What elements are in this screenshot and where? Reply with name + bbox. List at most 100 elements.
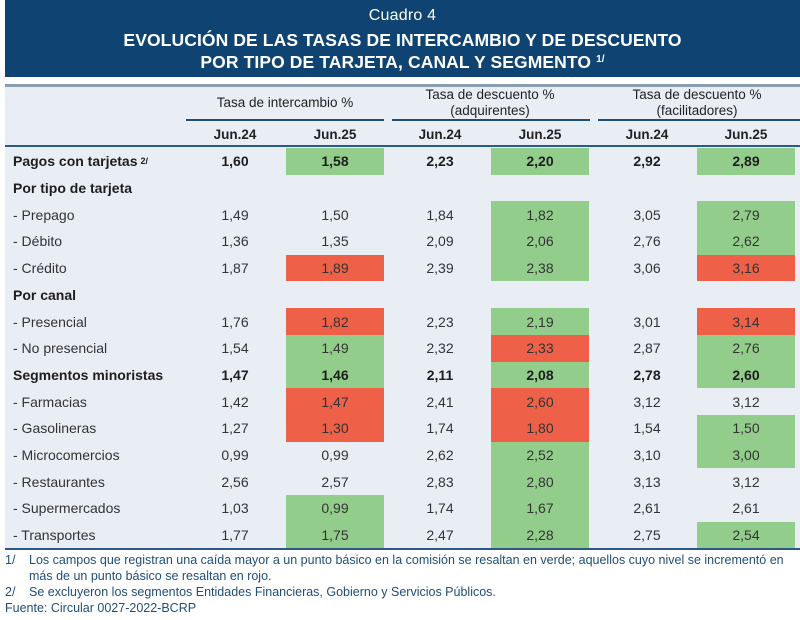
footnote-2-number: 2/ bbox=[5, 585, 16, 599]
cell-intercambio-jun25: 1,58 bbox=[286, 148, 384, 175]
table-row: - Transportes 1,77 1,75 2,47 2,28 2,75 2,54 bbox=[5, 521, 800, 549]
cell-facilitadores-jun25: 2,61 bbox=[732, 500, 760, 517]
cell-intercambio-jun24: 1,54 bbox=[221, 340, 249, 357]
row-label: - Transportes bbox=[13, 522, 95, 549]
title-footnote-marker: 1/ bbox=[596, 54, 605, 65]
cell-adquirentes-jun25: 2,80 bbox=[491, 468, 589, 496]
cell-adquirentes-jun24: 2,11 bbox=[426, 366, 454, 383]
col-header-intercambio-jun24: Jun.24 bbox=[213, 127, 257, 142]
footnote-1-text: Los campos que registran una caída mayor… bbox=[29, 553, 784, 583]
section-header-row: Por canal bbox=[5, 282, 800, 309]
cell-facilitadores-jun24: 2,76 bbox=[633, 233, 661, 250]
cell-facilitadores-jun24: 3,05 bbox=[633, 206, 661, 223]
row-label: - Prepago bbox=[13, 201, 74, 228]
cell-adquirentes-jun25: 2,19 bbox=[491, 308, 589, 335]
table-row: - Crédito 1,87 1,89 2,39 2,38 3,06 3,16 bbox=[5, 254, 800, 282]
row-label-text: - Presencial bbox=[13, 313, 87, 330]
cell-adquirentes-jun25: 1,82 bbox=[491, 201, 589, 229]
cell-intercambio-jun25: 1,47 bbox=[286, 388, 384, 415]
cell-intercambio-jun24: 1,60 bbox=[221, 153, 249, 170]
cell-facilitadores-jun25: 3,12 bbox=[732, 393, 760, 410]
group-rule-intercambio bbox=[186, 119, 384, 121]
cell-facilitadores-jun25: 2,79 bbox=[697, 201, 795, 229]
cell-facilitadores-jun25: 2,54 bbox=[697, 521, 795, 549]
row-label-text: Por tipo de tarjeta bbox=[13, 180, 133, 197]
row-label: - Farmacias bbox=[13, 388, 87, 415]
cell-adquirentes-jun25: 2,33 bbox=[491, 334, 589, 362]
table-row: - Presencial 1,76 1,82 2,23 2,19 3,01 3,14 bbox=[5, 308, 800, 335]
group-header-adquirentes: Tasa de descuento % (adquirentes) bbox=[390, 87, 590, 119]
table-row: - Gasolineras 1,27 1,30 1,74 1,80 1,54 1,50 bbox=[5, 415, 800, 442]
table-row: - No presencial 1,54 1,49 2,32 2,33 2,87 2,76 bbox=[5, 334, 800, 362]
footnotes: 1/ Los campos que registran una caída ma… bbox=[5, 552, 800, 616]
row-label-text: - Gasolineras bbox=[13, 420, 97, 437]
table-title-banner: Cuadro 4 EVOLUCIÓN DE LAS TASAS DE INTER… bbox=[5, 0, 800, 77]
row-label-text: - Supermercados bbox=[13, 500, 121, 517]
row-label: - Presencial bbox=[13, 308, 87, 335]
section-label: Por tipo de tarjeta bbox=[13, 175, 132, 202]
cell-facilitadores-jun25: 1,50 bbox=[697, 415, 795, 442]
cell-adquirentes-jun25: 2,60 bbox=[491, 388, 589, 415]
row-label-text: - Débito bbox=[13, 233, 63, 250]
cell-adquirentes-jun24: 2,62 bbox=[426, 447, 454, 464]
cell-facilitadores-jun25: 3,14 bbox=[697, 308, 795, 335]
group-header-adquirentes-line2: (adquirentes) bbox=[450, 103, 530, 118]
section-header-row: Por tipo de tarjeta bbox=[5, 175, 800, 202]
col-header-facilitadores-jun25: Jun.25 bbox=[724, 127, 768, 142]
cell-intercambio-jun24: 1,36 bbox=[221, 233, 249, 250]
table-bottom-rule bbox=[5, 548, 800, 550]
table-row: Segmentos minoristas 1,47 1,46 2,11 2,08 2,78… bbox=[5, 361, 800, 389]
cell-intercambio-jun25: 0,99 bbox=[286, 495, 384, 522]
group-header-facilitadores-line2: (facilitadores) bbox=[656, 103, 738, 118]
row-label: Segmentos minoristas bbox=[13, 362, 163, 389]
cell-adquirentes-jun24: 2,39 bbox=[426, 260, 454, 277]
cell-intercambio-jun24: 0,99 bbox=[221, 447, 249, 464]
section-label: Por canal bbox=[13, 282, 76, 309]
cell-intercambio-jun25: 2,57 bbox=[321, 473, 349, 490]
row-label: - Supermercados bbox=[13, 495, 120, 522]
table-top-rule bbox=[5, 84, 800, 87]
cell-intercambio-jun25: 1,89 bbox=[286, 254, 384, 282]
cell-facilitadores-jun25: 3,00 bbox=[697, 441, 795, 469]
cell-facilitadores-jun24: 3,01 bbox=[633, 313, 661, 330]
cell-facilitadores-jun24: 2,92 bbox=[633, 153, 661, 170]
table-row: - Microcomercios 0,99 0,99 2,62 2,52 3,10 3,00 bbox=[5, 441, 800, 469]
table-row: - Farmacias 1,42 1,47 2,41 2,60 3,12 3,12 bbox=[5, 388, 800, 415]
col-header-adquirentes-jun25: Jun.25 bbox=[518, 127, 562, 142]
group-header-facilitadores-line1: Tasa de descuento % bbox=[632, 87, 762, 102]
table-row: - Supermercados 1,03 0,99 1,74 1,67 2,61 2,61 bbox=[5, 495, 800, 522]
cell-facilitadores-jun24: 2,87 bbox=[633, 340, 661, 357]
source-note: Fuente: Circular 0027-2022-BCRP bbox=[5, 601, 197, 615]
header-bottom-rule bbox=[5, 145, 800, 147]
table-number: Cuadro 4 bbox=[368, 7, 437, 24]
cell-adquirentes-jun25: 1,67 bbox=[491, 495, 589, 522]
cell-intercambio-jun25: 0,99 bbox=[321, 447, 349, 464]
cell-intercambio-jun24: 1,47 bbox=[221, 366, 249, 383]
cell-adquirentes-jun24: 2,09 bbox=[426, 233, 454, 250]
cell-facilitadores-jun24: 2,75 bbox=[633, 527, 661, 544]
cell-intercambio-jun25: 1,46 bbox=[286, 361, 384, 389]
cell-adquirentes-jun25: 2,06 bbox=[491, 228, 589, 255]
cell-intercambio-jun25: 1,50 bbox=[321, 206, 349, 223]
group-header-intercambio: Tasa de intercambio % bbox=[185, 95, 385, 111]
cell-facilitadores-jun24: 2,61 bbox=[633, 500, 661, 517]
group-rule-facilitadores bbox=[598, 119, 800, 121]
cell-intercambio-jun24: 1,77 bbox=[221, 527, 249, 544]
row-label-text: - No presencial bbox=[13, 340, 108, 357]
cell-facilitadores-jun25: 3,16 bbox=[697, 254, 795, 282]
group-rule-adquirentes bbox=[392, 119, 590, 121]
row-label-text: - Farmacias bbox=[13, 393, 87, 410]
row-label-text: - Crédito bbox=[13, 260, 67, 277]
data-table bbox=[5, 87, 800, 548]
cell-adquirentes-jun25: 2,20 bbox=[491, 148, 589, 175]
table-title-line-2-text: POR TIPO DE TARJETA, CANAL Y SEGMENTO bbox=[200, 52, 592, 72]
cell-adquirentes-jun24: 2,32 bbox=[426, 340, 454, 357]
cell-adquirentes-jun24: 2,23 bbox=[426, 153, 454, 170]
cell-adquirentes-jun25: 2,38 bbox=[491, 254, 589, 282]
cell-intercambio-jun24: 1,27 bbox=[221, 420, 249, 437]
cell-intercambio-jun25: 1,75 bbox=[286, 521, 384, 549]
footnote-2: 2/ Se excluyeron los segmentos Entidades… bbox=[5, 584, 800, 600]
col-header-facilitadores-jun24: Jun.24 bbox=[625, 127, 669, 142]
cell-intercambio-jun25: 1,82 bbox=[286, 308, 384, 335]
row-label: - Restaurantes bbox=[13, 468, 105, 495]
